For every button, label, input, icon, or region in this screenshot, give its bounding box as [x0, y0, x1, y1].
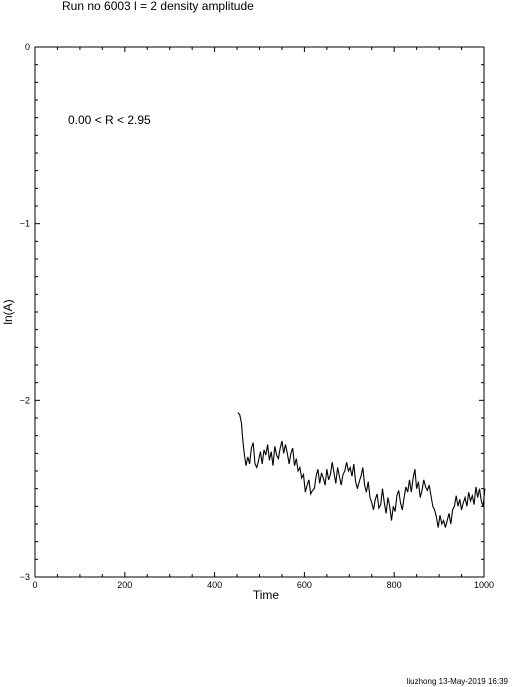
- y-tick-label: 0: [25, 42, 30, 52]
- x-axis-label: Time: [253, 588, 280, 602]
- y-tick-label: −1: [20, 219, 30, 229]
- y-tick-label: −2: [20, 395, 30, 405]
- x-tick-label: 600: [297, 580, 312, 590]
- chart-title: Run no 6003 l = 2 density amplitude: [62, 0, 254, 13]
- x-tick-label: 400: [207, 580, 222, 590]
- x-tick-label: 0: [32, 580, 37, 590]
- axis-tick-labels: 0 200 400 600 800 1000 0 −1 −2 −3: [20, 42, 494, 590]
- y-axis-label: ln(A): [1, 299, 15, 324]
- x-tick-label: 1000: [474, 580, 494, 590]
- x-tick-label: 800: [387, 580, 402, 590]
- x-tick-label: 200: [117, 580, 132, 590]
- y-tick-label: −3: [20, 572, 30, 582]
- footer-credit: liuzhong 13-May-2019 16:39: [407, 677, 509, 686]
- axis-ticks: [34, 46, 485, 578]
- series-line: [237, 412, 486, 528]
- radius-annotation: 0.00 < R < 2.95: [68, 113, 151, 127]
